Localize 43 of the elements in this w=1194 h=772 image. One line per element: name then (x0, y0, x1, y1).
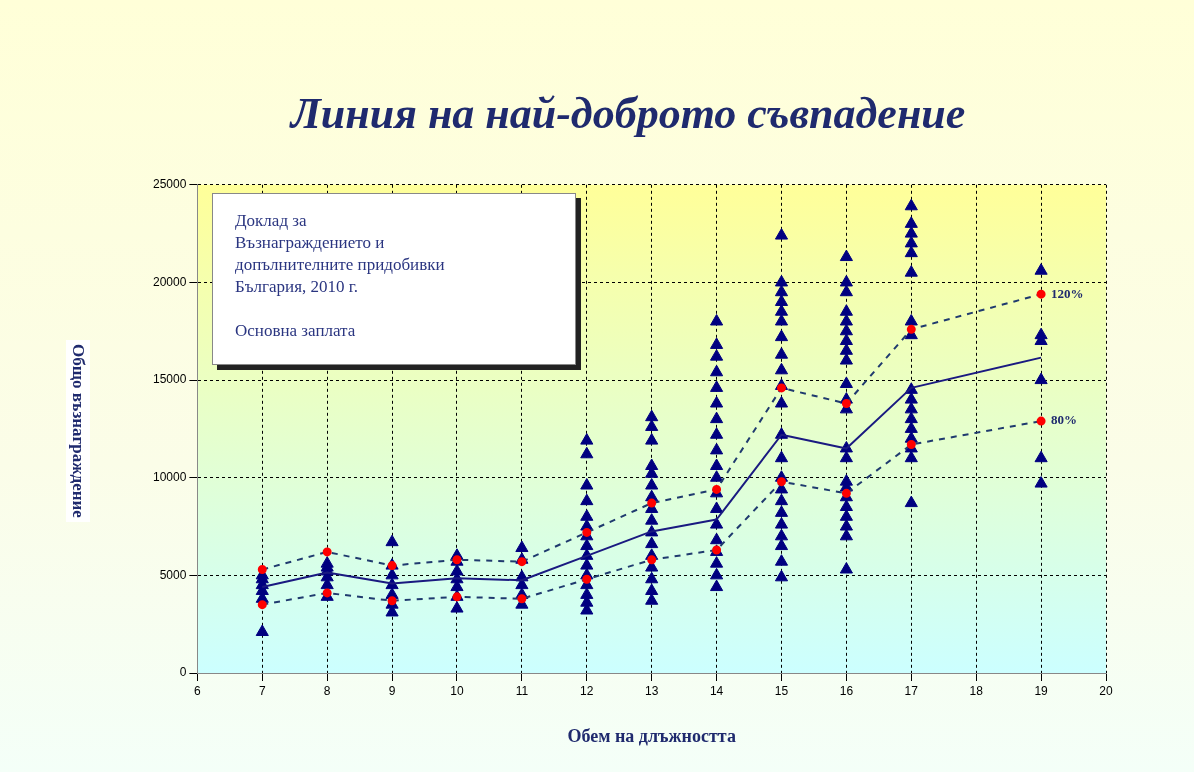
x-tick-label: 10 (450, 683, 464, 698)
y-tick-label: 20000 (152, 274, 187, 289)
x-tick-label: 18 (969, 683, 984, 698)
y-tick-label: 5000 (159, 567, 187, 582)
point (647, 498, 657, 508)
point (582, 574, 592, 584)
point (906, 324, 916, 334)
point (582, 527, 592, 537)
x-tick-label: 9 (388, 683, 396, 698)
y-tick-label: 10000 (152, 470, 187, 485)
y-tick-label: 25000 (152, 177, 187, 192)
point (712, 484, 722, 494)
x-tick-label: 8 (323, 683, 331, 698)
chart-title: Линия на най-доброто съвпадение (288, 88, 966, 138)
point (1036, 416, 1046, 426)
x-axis-title: Обем на длъжността (567, 725, 736, 746)
point (647, 555, 657, 565)
series-label: 80% (1051, 412, 1078, 428)
x-tick-label: 16 (839, 683, 854, 698)
series-label: 120% (1051, 285, 1084, 301)
x-tick-label: 7 (258, 683, 266, 698)
point (257, 565, 267, 574)
point (322, 547, 332, 557)
x-tick-label: 14 (709, 683, 724, 698)
point (517, 594, 527, 604)
point (1036, 289, 1046, 299)
x-tick-label: 20 (1099, 683, 1113, 698)
x-tick-label: 6 (194, 683, 202, 698)
x-tick-label: 12 (580, 683, 594, 698)
x-tick-label: 17 (904, 683, 919, 698)
point (776, 477, 786, 487)
x-tick-label: 15 (774, 683, 789, 698)
x-tick-label: 13 (645, 683, 659, 698)
y-tick-label: 15000 (152, 372, 187, 387)
y-axis-title: Общо възнаграждение (66, 340, 90, 522)
point (257, 600, 267, 610)
point (841, 399, 851, 409)
x-tick-label: 19 (1034, 683, 1049, 698)
point (776, 383, 786, 393)
point (841, 488, 851, 498)
y-tick-label: 0 (179, 665, 187, 680)
x-tick-label: 11 (515, 683, 529, 698)
point (517, 557, 527, 567)
